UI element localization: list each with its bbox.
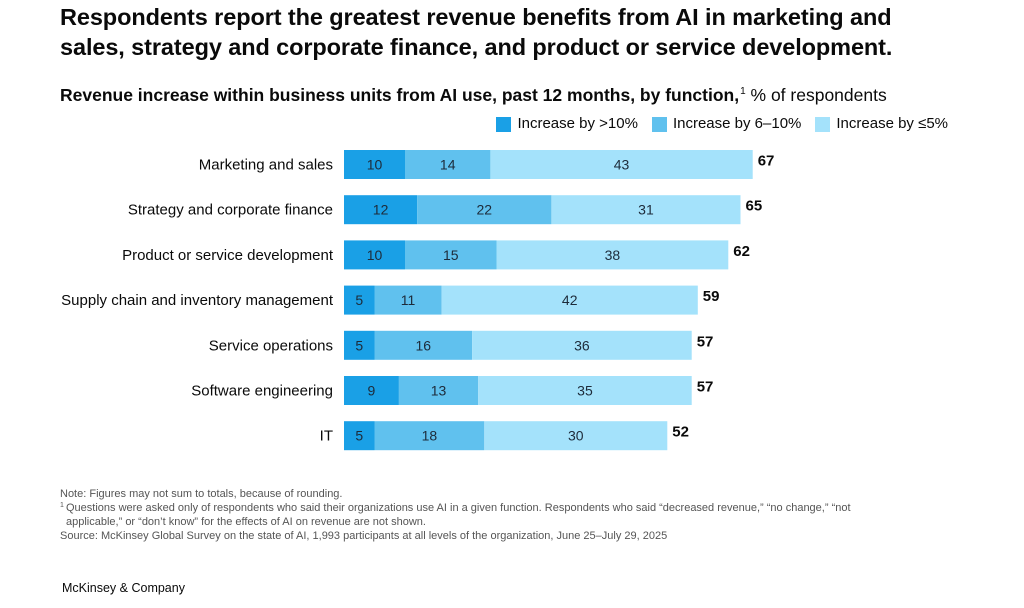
- bar-segment-marketing-and-sales-s3: [490, 150, 753, 179]
- bar-value-supply-chain-and-inventory-management-s2: 11: [401, 292, 416, 308]
- source-text: Source: McKinsey Global Survey on the st…: [60, 530, 668, 542]
- bar-segment-it-s3: [484, 421, 668, 451]
- subtitle-footnote-mark: 1: [740, 86, 746, 97]
- bar-total-product-or-service-development: 62: [733, 243, 750, 260]
- bar-segment-it-s2: [374, 421, 485, 451]
- bar-segment-supply-chain-and-inventory-management-s1: [344, 285, 375, 315]
- bar-value-software-engineering-s3: 35: [577, 383, 593, 399]
- category-label-product-or-service-development: Product or service development: [122, 247, 334, 264]
- bar-value-product-or-service-development-s1: 10: [367, 247, 383, 263]
- bar-value-it-s2: 18: [422, 428, 438, 444]
- bar-segment-software-engineering-s2: [398, 376, 479, 405]
- footnote-mark: 1: [60, 502, 64, 509]
- category-label-strategy-and-corporate-finance: Strategy and corporate finance: [128, 202, 333, 219]
- bar-segment-product-or-service-development-s1: [344, 240, 405, 270]
- bar-total-marketing-and-sales: 67: [758, 153, 775, 170]
- category-label-marketing-and-sales: Marketing and sales: [199, 157, 333, 174]
- bar-segment-software-engineering-s1: [344, 376, 399, 405]
- bar-segment-strategy-and-corporate-finance-s3: [551, 195, 741, 225]
- bar-segment-service-operations-s1: [344, 330, 375, 360]
- legend-label-over-10: Increase by >10%: [517, 115, 638, 132]
- legend-swatch-6-10: [651, 116, 667, 132]
- subtitle-main: Revenue increase within business units f…: [60, 85, 740, 105]
- bar-value-software-engineering-s1: 9: [368, 383, 376, 399]
- bar-segment-marketing-and-sales-s2: [405, 150, 491, 179]
- bar-value-software-engineering-s2: 13: [431, 383, 447, 399]
- bar-value-it-s1: 5: [355, 428, 363, 444]
- chart-legend: Increase by >10% Increase by 6–10% Incre…: [496, 114, 948, 134]
- bar-total-software-engineering: 57: [697, 379, 714, 396]
- bar-total-supply-chain-and-inventory-management: 59: [703, 288, 720, 305]
- bar-value-strategy-and-corporate-finance-s1: 12: [373, 202, 389, 218]
- bar-value-strategy-and-corporate-finance-s3: 31: [638, 202, 654, 218]
- brand-logo-text: McKinsey & Company: [62, 581, 185, 595]
- chart-subtitle: Revenue increase within business units f…: [60, 80, 887, 107]
- legend-item-under-5: Increase by ≤5%: [815, 114, 948, 134]
- category-label-service-operations: Service operations: [209, 337, 333, 354]
- bar-value-service-operations-s2: 16: [416, 337, 432, 353]
- bar-segment-strategy-and-corporate-finance-s1: [344, 195, 418, 225]
- bar-value-strategy-and-corporate-finance-s2: 22: [477, 202, 493, 218]
- bar-value-service-operations-s3: 36: [574, 337, 590, 353]
- bar-value-supply-chain-and-inventory-management-s1: 5: [355, 292, 363, 308]
- bar-value-marketing-and-sales-s1: 10: [367, 157, 383, 173]
- category-label-software-engineering: Software engineering: [191, 383, 333, 400]
- category-label-it: IT: [320, 428, 333, 445]
- bar-segment-product-or-service-development-s2: [405, 240, 497, 270]
- bar-segment-supply-chain-and-inventory-management-s3: [441, 285, 698, 315]
- footnote-line-2: applicable,” or “don’t know” for the eff…: [66, 516, 426, 528]
- legend-swatch-over-10: [496, 116, 512, 132]
- legend-swatch-under-5: [815, 116, 831, 132]
- bar-value-product-or-service-development-s3: 38: [605, 247, 621, 263]
- footnote-line-1: Questions were asked only of respondents…: [66, 502, 851, 514]
- bar-segment-service-operations-s3: [472, 330, 692, 360]
- bar-value-supply-chain-and-inventory-management-s3: 42: [562, 292, 578, 308]
- headline: Respondents report the greatest revenue …: [60, 4, 893, 60]
- bar-value-product-or-service-development-s2: 15: [443, 247, 459, 263]
- footnote: 1 Questions were asked only of respondent…: [60, 501, 960, 515]
- bar-value-marketing-and-sales-s2: 14: [440, 157, 456, 173]
- bar-segment-software-engineering-s3: [478, 376, 692, 405]
- bar-segment-service-operations-s2: [374, 330, 473, 360]
- bar-total-strategy-and-corporate-finance: 65: [746, 198, 763, 215]
- bar-value-marketing-and-sales-s3: 43: [614, 157, 630, 173]
- legend-item-6-10: Increase by 6–10%: [651, 114, 802, 134]
- legend-item-over-10: Increase by >10%: [496, 114, 638, 134]
- note-text: Note: Figures may not sum to totals, bec…: [60, 488, 343, 500]
- bar-segment-product-or-service-development-s3: [496, 240, 729, 270]
- subtitle-unit: % of respondents: [750, 85, 887, 105]
- bar-value-service-operations-s1: 5: [355, 337, 363, 353]
- legend-label-6-10: Increase by 6–10%: [672, 115, 802, 132]
- category-label-supply-chain-and-inventory-management: Supply chain and inventory management: [61, 292, 334, 309]
- legend-label-under-5: Increase by ≤5%: [836, 115, 948, 132]
- bar-segment-it-s1: [344, 421, 375, 451]
- chart-notes: Note: Figures may not sum to totals, bec…: [60, 487, 960, 543]
- bar-segment-strategy-and-corporate-finance-s2: [417, 195, 552, 225]
- bar-total-it: 52: [672, 424, 689, 441]
- bar-value-it-s3: 30: [568, 428, 584, 444]
- bar-segment-marketing-and-sales-s1: [344, 150, 405, 179]
- bar-total-service-operations: 57: [697, 333, 714, 350]
- bar-segment-supply-chain-and-inventory-management-s2: [374, 285, 442, 315]
